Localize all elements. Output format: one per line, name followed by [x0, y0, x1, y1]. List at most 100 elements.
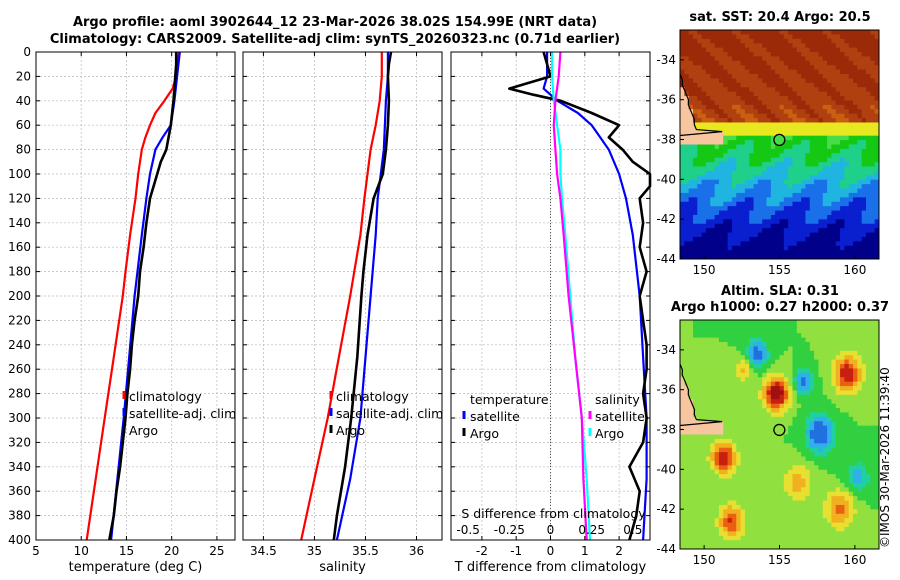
sla-map-cell [805, 500, 811, 506]
sst-map-cell [822, 38, 828, 44]
sst-map-cell [809, 223, 815, 229]
sla-map-cell [697, 434, 703, 440]
sst-map-cell [740, 118, 746, 123]
sla-map-cell [749, 346, 754, 352]
sst-map-cell [831, 100, 837, 106]
sla-map-cell [857, 500, 863, 506]
sst-map-cell [874, 30, 879, 35]
sla-map-cell [801, 337, 806, 343]
sla-map-cell [840, 346, 845, 352]
sst-map-cell [701, 162, 707, 167]
sst-map-cell [718, 56, 724, 62]
sla-map-cell [818, 386, 824, 391]
sst-map-cell [783, 60, 789, 66]
sla-map-cell [692, 509, 698, 515]
sla-map-cell [770, 421, 776, 427]
sst-map-cell [766, 131, 772, 137]
sla-map-cell [844, 368, 850, 374]
sst-map-cell [697, 175, 703, 181]
sla-map-cell [844, 320, 850, 325]
sst-map-cell [831, 245, 837, 251]
sla-map-cell [770, 350, 776, 356]
sst-map-cell [697, 91, 703, 97]
sst-map-cell [792, 157, 798, 163]
sst-map-cell [848, 254, 854, 259]
sla-map-cell [853, 434, 858, 440]
sst-map-cell [788, 157, 793, 163]
sla-map-cell [857, 460, 863, 466]
sst-map-cell [692, 232, 698, 238]
sla-map-cell [818, 478, 824, 484]
sla-map-cell [783, 513, 789, 519]
sst-map-cell [783, 65, 789, 71]
sst-map-cell [723, 241, 728, 247]
sst-map-cell [861, 184, 867, 189]
sla-map-cell [744, 496, 750, 501]
sst-map-cell [714, 30, 720, 35]
sst-map-cell [822, 56, 828, 62]
sla-map-cell [692, 438, 698, 444]
sla-map-cell [848, 324, 854, 330]
sla-map-cell [710, 381, 716, 387]
sst-map-cell [844, 118, 850, 123]
sst-map-cell [744, 69, 750, 75]
sla-map-cell [731, 518, 737, 523]
sla-map-cell [740, 518, 746, 523]
sst-map-cell [809, 140, 815, 145]
sla-map-cell [792, 509, 798, 515]
sla-map-cell [744, 513, 750, 519]
sla-map-cell [749, 474, 754, 479]
sst-map-cell [822, 228, 828, 233]
sla-map-cell [792, 425, 798, 431]
sst-map-cell [718, 223, 724, 229]
sla-map-cell [805, 478, 811, 484]
sla-map-cell [844, 496, 850, 501]
sla-map-cell [874, 381, 879, 387]
sla-map-cell [727, 500, 733, 506]
sla-map-cell [779, 394, 785, 400]
sst-map-cell [705, 118, 711, 123]
sla-map-cell [762, 509, 767, 515]
sst-map-cell [705, 30, 711, 35]
sst-map-cell [861, 206, 867, 211]
sla-map-cell [701, 403, 707, 409]
sst-map-cell [766, 241, 772, 247]
sst-map-cell [723, 52, 728, 57]
sst-map-ytick-label: -42 [656, 212, 676, 226]
sla-map-cell [809, 438, 815, 444]
sla-map-cell [749, 487, 754, 493]
sla-map-cell [779, 513, 785, 519]
sst-map-cell [809, 104, 815, 110]
sla-map-cell [753, 504, 759, 510]
sla-map-cell [684, 377, 690, 383]
sla-map-cell [822, 491, 828, 497]
sst-map-cell [749, 184, 754, 189]
sst-map-cell [861, 236, 867, 242]
sla-map-cell [844, 364, 850, 369]
sst-map-cell [831, 144, 837, 150]
sla-map-cell [866, 513, 871, 519]
sla-map-cell [757, 496, 763, 501]
sla-map-cell [701, 390, 707, 396]
sla-map-cell [822, 412, 828, 418]
sla-map-cell [692, 412, 698, 418]
sla-map-cell [814, 394, 819, 400]
sst-map-cell [857, 250, 863, 255]
sst-map-cell [723, 113, 728, 119]
sst-map-cell [866, 153, 871, 159]
sst-map-cell [680, 228, 685, 233]
sst-map-cell [866, 245, 871, 251]
sst-map-cell [775, 241, 780, 247]
sla-map-cell [866, 337, 871, 343]
sst-map-cell [736, 192, 741, 198]
sla-map-cell [727, 487, 733, 493]
sla-map-cell [731, 482, 737, 488]
sst-map-cell [788, 74, 793, 79]
sst-map-cell [753, 78, 759, 84]
sla-map-cell [853, 324, 858, 330]
sla-map-cell [866, 324, 871, 330]
sla-map-cell [861, 487, 867, 493]
sla-map-cell [762, 342, 767, 347]
sla-map-cell [740, 482, 746, 488]
sst-map-cell [801, 162, 806, 167]
